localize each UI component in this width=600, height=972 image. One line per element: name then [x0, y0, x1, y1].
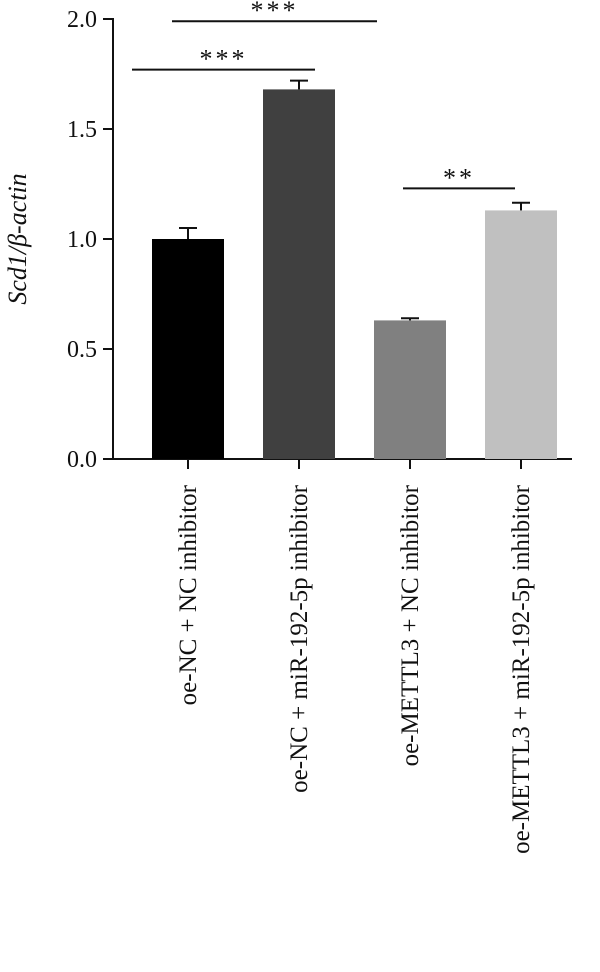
significance-label: ** — [443, 163, 475, 192]
y-tick-label: 0.0 — [67, 447, 97, 473]
y-tick-label: 0.5 — [67, 337, 97, 363]
bar — [263, 89, 335, 460]
bar — [374, 320, 446, 459]
y-tick-label: 2.0 — [67, 7, 97, 33]
x-category-label: oe-NC + miR-192-5p inhibitor — [286, 484, 313, 792]
error-bars-group — [179, 79, 530, 321]
y-tick-label: 1.0 — [67, 227, 97, 253]
y-axis-label: Scd1/β-actin — [3, 173, 32, 304]
labels-group: Scd1/β-actin oe-NC + NC inhibitor oe-NC + … — [3, 173, 535, 854]
significance-label: *** — [251, 0, 299, 25]
y-tick-label: 1.5 — [67, 117, 97, 143]
bar — [485, 210, 557, 459]
x-category-label: oe-NC + NC inhibitor — [175, 484, 202, 705]
bar — [152, 239, 224, 459]
significance-group: ******** — [132, 0, 515, 192]
x-category-label: oe-METTL3 + NC inhibitor — [397, 484, 424, 766]
significance-label: *** — [200, 45, 248, 74]
bars-group — [152, 89, 557, 460]
x-category-label: oe-METTL3 + miR-192-5p inhibitor — [508, 484, 535, 854]
